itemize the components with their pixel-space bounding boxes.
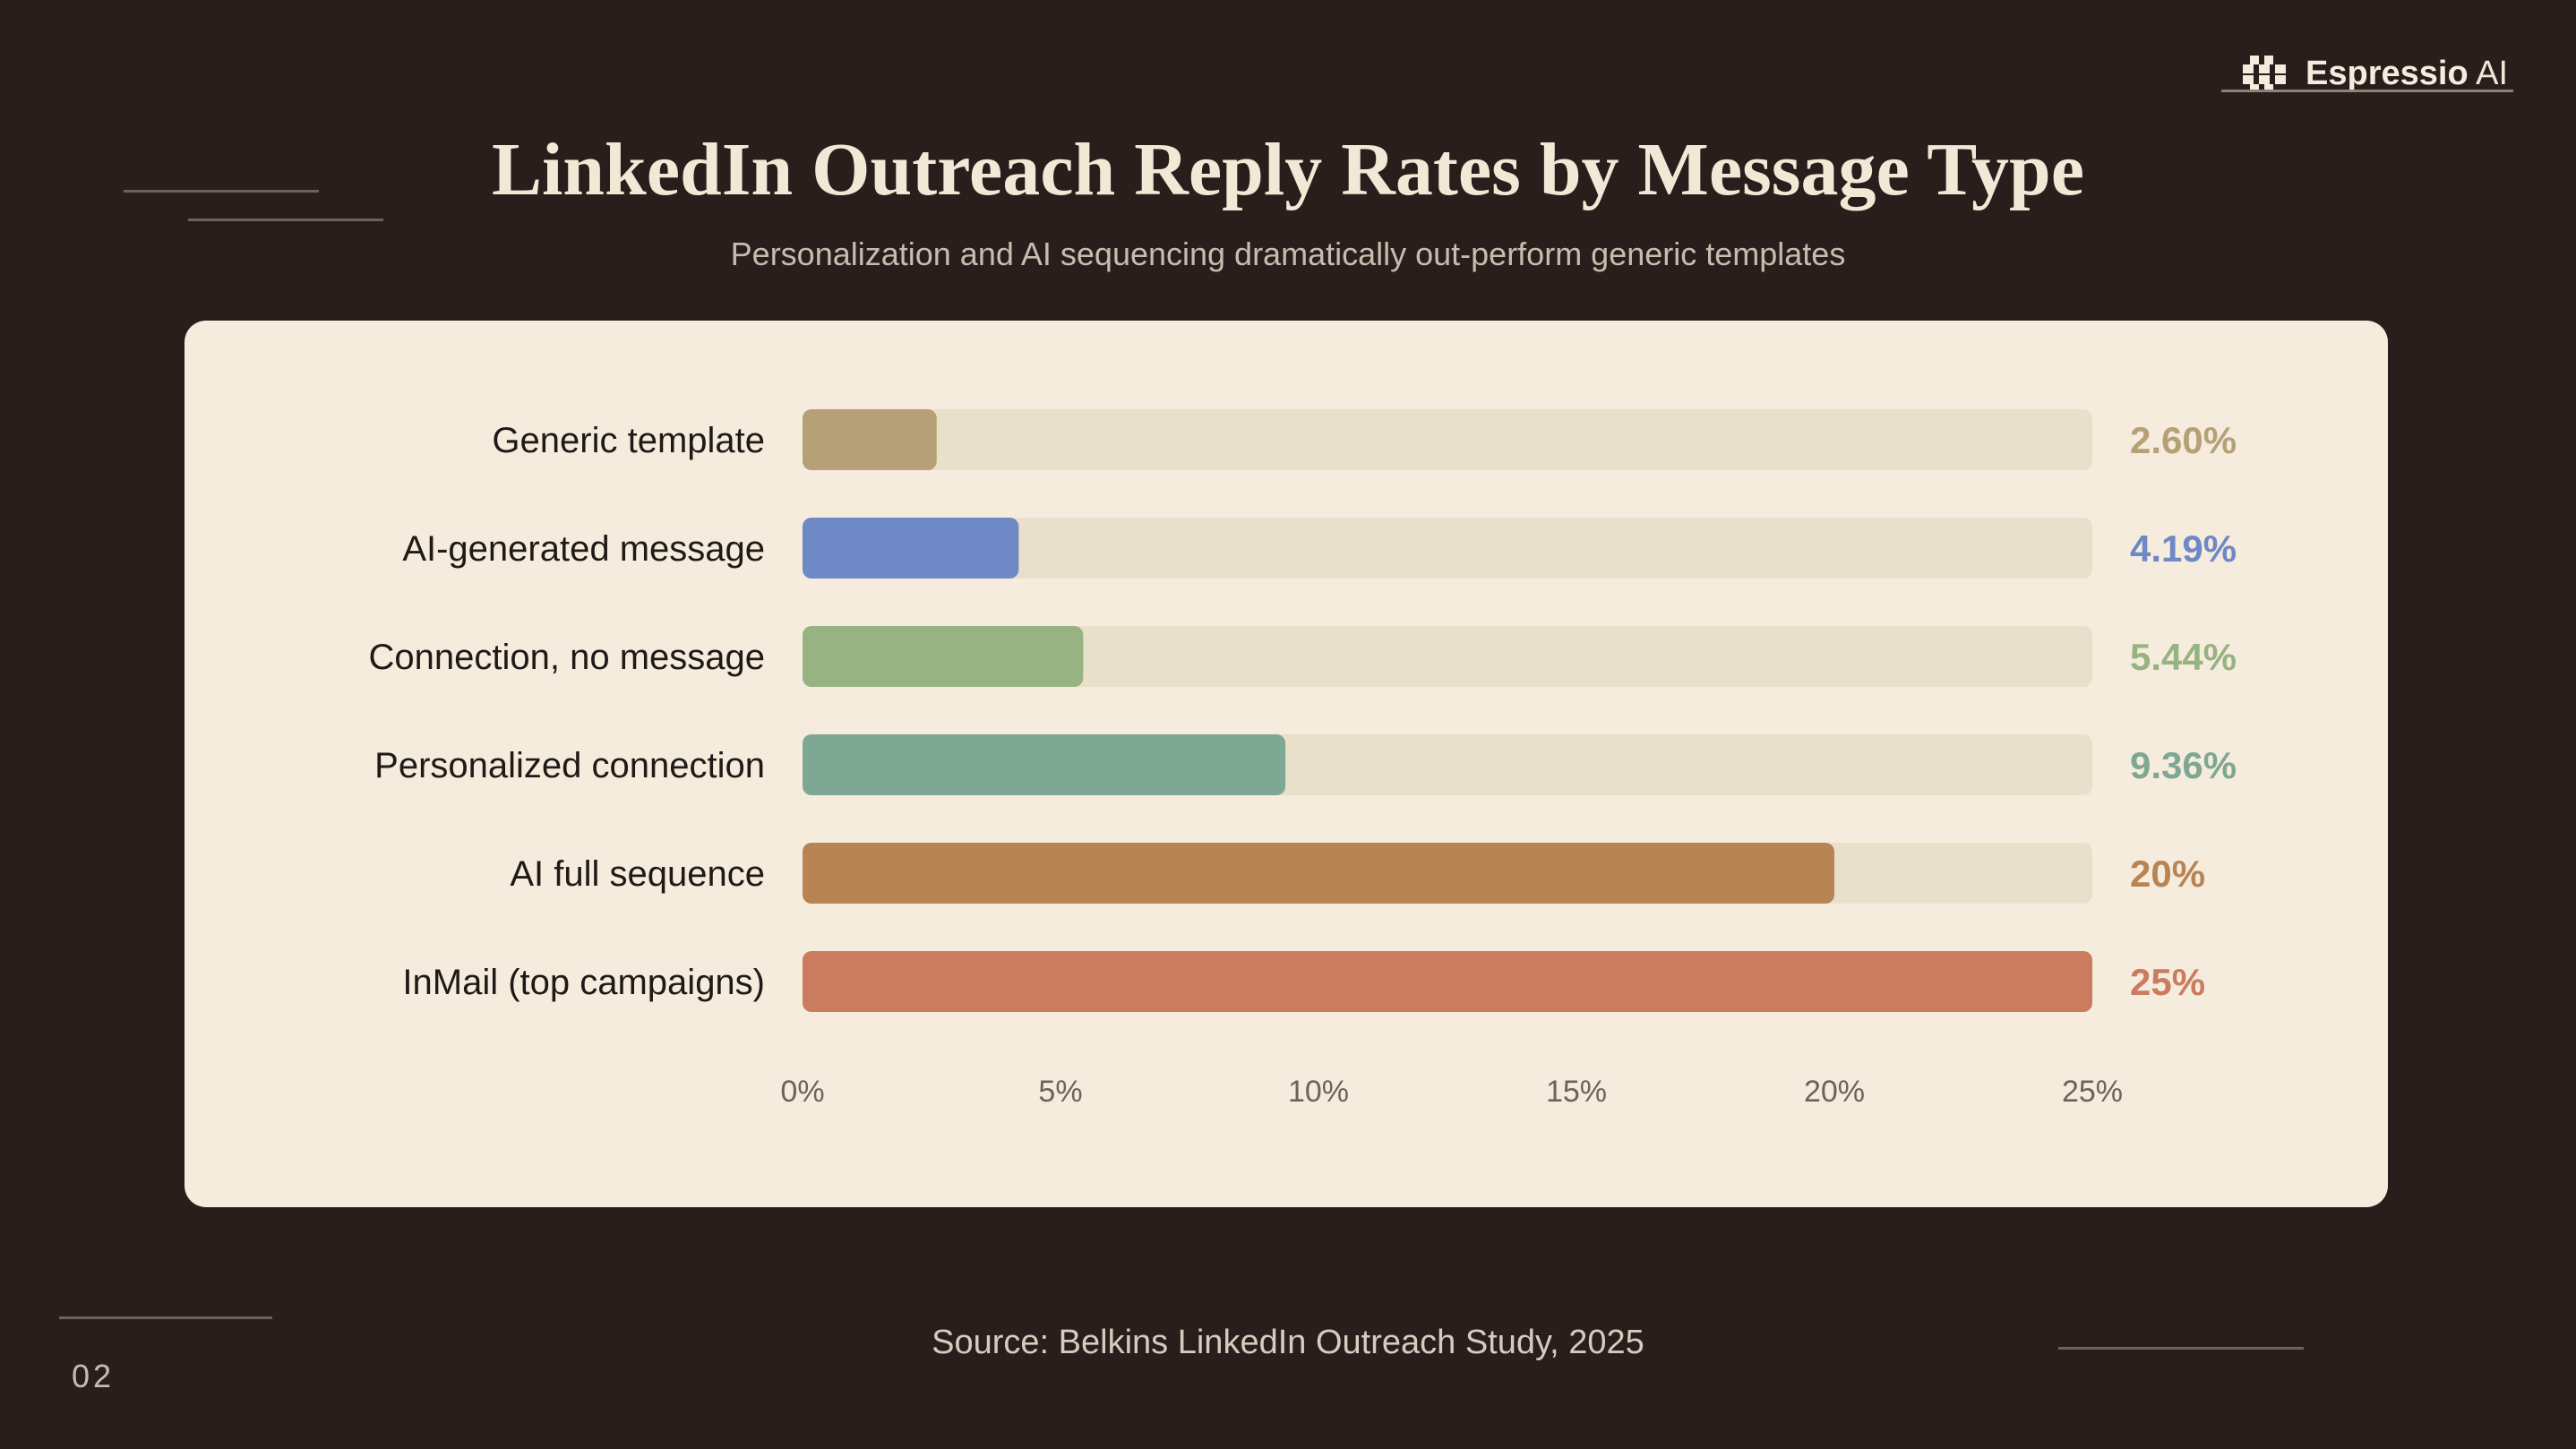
bar-ai-generated-message [803,518,1019,579]
bar-track-ai-generated-message [803,518,2092,579]
brand-underline [2221,90,2513,92]
brand-name-light: AI [2476,54,2509,92]
category-label-personalized-connection: Personalized connection [374,746,765,785]
bar-inmail-top-campaigns [803,951,2092,1012]
x-tick-label: 15% [1546,1075,1607,1109]
decorative-line-top-left-1 [124,190,319,193]
x-tick-label: 25% [2062,1075,2123,1109]
decorative-line-bottom-right [2058,1347,2304,1350]
bar-personalized-connection [803,734,1286,795]
chart-title: LinkedIn Outreach Reply Rates by Message… [491,128,2085,211]
x-tick-label: 20% [1804,1075,1865,1109]
value-label-personalized-connection: 9.36% [2130,744,2237,786]
value-label-ai-generated-message: 4.19% [2130,527,2237,570]
category-label-ai-full-sequence: AI full sequence [510,854,765,894]
bar-generic-template [803,409,937,470]
value-label-ai-full-sequence: 20% [2130,853,2205,895]
category-label-generic-template: Generic template [492,421,765,460]
brand-logo: Espressio AI [2243,52,2508,95]
decorative-line-top-left-2 [188,219,383,221]
bar-connection-no-message [803,626,1084,687]
value-label-inmail-top-campaigns: 25% [2130,961,2205,1003]
chart-subtitle: Personalization and AI sequencing dramat… [730,236,1846,272]
x-tick-label: 0% [780,1075,824,1109]
value-label-connection-no-message: 5.44% [2130,636,2237,678]
x-tick-label: 10% [1288,1075,1349,1109]
espressio-logo-icon [2243,56,2286,91]
value-label-generic-template: 2.60% [2130,419,2237,461]
decorative-line-bottom-left [59,1316,272,1319]
bar-ai-full-sequence [803,843,1834,904]
category-label-inmail-top-campaigns: InMail (top campaigns) [402,963,765,1002]
category-label-connection-no-message: Connection, no message [369,638,766,677]
brand-name: Espressio AI [2306,55,2508,93]
bar-track-generic-template [803,409,2092,470]
x-tick-label: 5% [1038,1075,1082,1109]
bar-track-connection-no-message [803,626,2092,687]
category-label-ai-generated-message: AI-generated message [402,529,765,569]
chart-card: Generic template 2.60% AI-generated messag… [185,321,2388,1207]
source-note: Source: Belkins LinkedIn Outreach Study,… [932,1324,1644,1361]
page-number: 02 [72,1358,116,1394]
bar-chart: Generic template 2.60% AI-generated messag… [369,409,2237,1109]
brand-name-bold: Espressio [2306,54,2469,92]
